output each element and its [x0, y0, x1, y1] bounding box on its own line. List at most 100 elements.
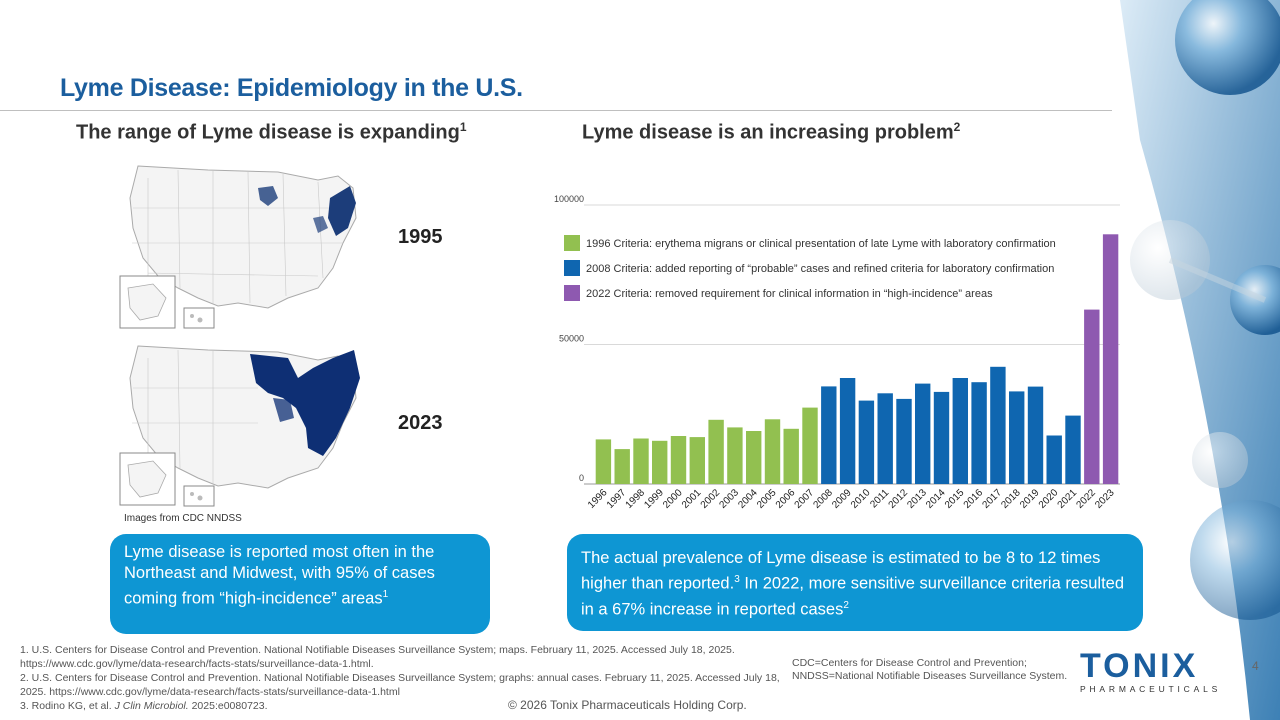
- bar-2002: [708, 419, 724, 484]
- right-heading: Lyme disease is an increasing problem2: [582, 120, 960, 145]
- x-tick-label: 1996: [586, 487, 610, 511]
- title-divider: [0, 110, 1112, 111]
- x-tick-label: 2022: [1074, 487, 1098, 511]
- x-tick-label: 1999: [642, 487, 666, 511]
- right-callout-ref-1: 3: [734, 574, 740, 585]
- bar-2007: [802, 407, 818, 484]
- x-tick-label: 2009: [830, 487, 854, 511]
- right-callout-text-2: In 2022, more sensitive surveillance cri…: [581, 574, 1125, 619]
- bar-1998: [633, 438, 649, 484]
- x-tick-label: 2014: [924, 487, 948, 511]
- bar-2021: [1065, 415, 1081, 484]
- bar-2023: [1102, 234, 1119, 484]
- x-tick-label: 2004: [736, 487, 760, 511]
- x-tick-label: 2003: [718, 487, 742, 511]
- x-tick-label: 2012: [887, 487, 911, 511]
- bar-2010: [858, 400, 875, 484]
- x-tick-label: 2016: [962, 487, 986, 511]
- bar-2000: [670, 436, 687, 484]
- x-tick-label: 2002: [699, 487, 723, 511]
- bar-2001: [689, 437, 705, 484]
- right-callout: The actual prevalence of Lyme disease is…: [567, 534, 1143, 631]
- bar-2015: [952, 378, 968, 484]
- y-tick-label: 0: [579, 473, 584, 483]
- bar-2016: [971, 382, 987, 484]
- x-tick-label: 2018: [999, 487, 1023, 511]
- bar-2017: [990, 366, 1006, 484]
- chart-bars: [595, 234, 1119, 484]
- bar-1996: [595, 439, 612, 484]
- logo-wordmark: TONIX: [1080, 647, 1199, 685]
- copyright: © 2026 Tonix Pharmaceuticals Holding Cor…: [508, 698, 747, 712]
- x-tick-label: 2020: [1037, 487, 1061, 511]
- left-callout: Lyme disease is reported most often in t…: [110, 534, 490, 634]
- right-heading-ref: 2: [953, 120, 961, 134]
- x-tick-label: 2011: [868, 487, 891, 510]
- reference-3-prefix: 3. Rodino KG, et al.: [20, 700, 115, 712]
- x-tick-label: 2015: [943, 487, 967, 511]
- left-callout-ref: 1: [382, 589, 389, 600]
- legend-swatch-1996: [564, 235, 580, 251]
- x-tick-label: 2017: [981, 487, 1005, 511]
- legend-swatch-2008: [564, 260, 580, 276]
- legend-label-1996: 1996 Criteria: erythema migrans or clini…: [586, 238, 1056, 250]
- reference-1: 1. U.S. Centers for Disease Control and …: [20, 644, 735, 670]
- map-year-2023: 2023: [398, 412, 443, 434]
- reference-3-suffix: 2025:e0080723.: [188, 700, 268, 712]
- left-heading: The range of Lyme disease is expanding1: [76, 120, 467, 145]
- x-tick-label: 2000: [661, 487, 685, 511]
- reference-2: 2. U.S. Centers for Disease Control and …: [20, 672, 780, 698]
- x-tick-label: 2001: [680, 487, 704, 511]
- bar-2009: [839, 378, 856, 484]
- x-tick-label: 2008: [811, 487, 835, 511]
- bar-1999: [652, 440, 668, 484]
- legend-label-2022: 2022 Criteria: removed requirement for c…: [586, 288, 993, 300]
- bar-2013: [915, 383, 931, 484]
- bar-2008: [821, 386, 837, 484]
- bar-2011: [877, 393, 893, 484]
- legend-label-2008: 2008 Criteria: added reporting of “proba…: [586, 263, 1054, 275]
- x-tick-label: 2010: [849, 487, 873, 511]
- references: 1. U.S. Centers for Disease Control and …: [20, 643, 790, 713]
- x-tick-label: 2019: [1018, 487, 1042, 511]
- map-credit: Images from CDC NNDSS: [124, 513, 242, 524]
- bar-2006: [783, 428, 799, 484]
- logo-subtitle: PHARMACEUTICALS: [1080, 684, 1222, 694]
- page-number: 4: [1252, 659, 1259, 673]
- bar-2020: [1046, 435, 1062, 484]
- legend-swatch-2022: [564, 285, 580, 301]
- reference-3: 3. Rodino KG, et al. J Clin Microbiol. 2…: [20, 699, 790, 713]
- x-tick-label: 1997: [605, 487, 629, 511]
- slide-title: Lyme Disease: Epidemiology in the U.S.: [60, 74, 523, 102]
- bar-2012: [896, 398, 912, 484]
- x-tick-label: 2021: [1056, 487, 1080, 511]
- bar-2018: [1009, 391, 1025, 484]
- map-2023: [119, 345, 360, 507]
- x-tick-label: 2005: [755, 487, 779, 511]
- left-heading-ref: 1: [459, 120, 467, 134]
- bar-2004: [746, 431, 762, 484]
- x-tick-label: 2023: [1093, 487, 1117, 511]
- x-tick-label: 2006: [774, 487, 798, 511]
- left-heading-text: The range of Lyme disease is expanding: [76, 121, 460, 144]
- tonix-logo: TONIX PHARMACEUTICALS: [1080, 647, 1222, 694]
- x-tick-label: 2013: [905, 487, 929, 511]
- bar-2005: [764, 419, 781, 484]
- right-callout-text-1: The actual prevalence of Lyme disease is…: [581, 549, 1101, 593]
- bar-2003: [727, 427, 743, 484]
- right-callout-ref-2: 2: [843, 599, 849, 611]
- y-tick-label: 50000: [559, 334, 584, 344]
- x-tick-label: 2007: [793, 487, 817, 511]
- left-callout-text: Lyme disease is reported most often in t…: [124, 543, 435, 608]
- bar-1997: [614, 449, 630, 484]
- x-tick-label: 1998: [624, 487, 648, 511]
- chart-legend: 1996 Criteria: erythema migrans or clini…: [564, 235, 1056, 301]
- chart-x-labels: 1996199719981999200020012002200320042005…: [586, 487, 1117, 511]
- right-heading-text: Lyme disease is an increasing problem: [582, 121, 954, 144]
- bar-2014: [933, 391, 950, 484]
- y-tick-label: 100000: [554, 195, 584, 204]
- reference-3-journal: J Clin Microbiol.: [114, 700, 189, 712]
- map-1995: [119, 165, 357, 329]
- bar-2019: [1027, 386, 1044, 484]
